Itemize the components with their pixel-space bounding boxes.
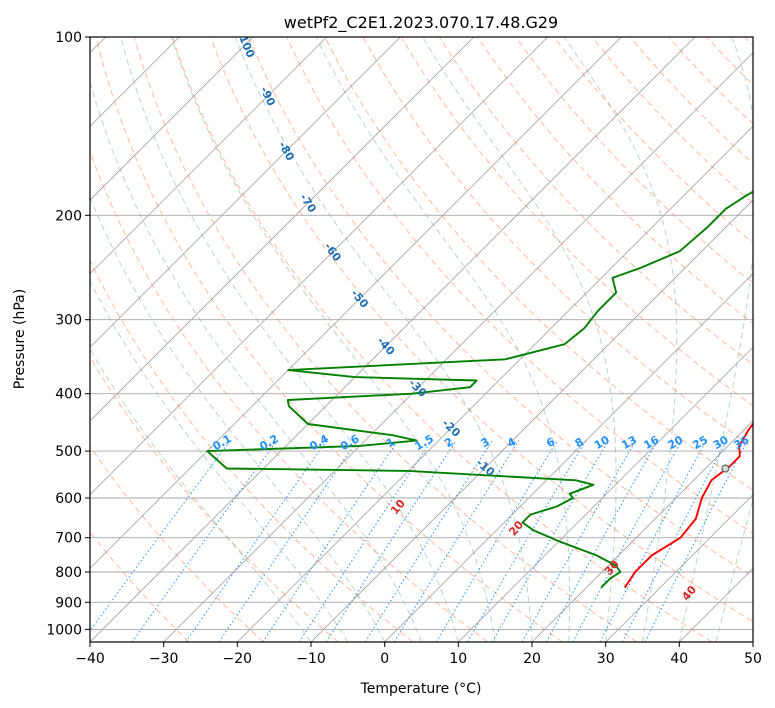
temperature-profile — [623, 422, 753, 589]
y-tick-label: 100 — [55, 30, 82, 46]
dry-adiabat-line — [438, 37, 753, 366]
mixing-ratio-line — [491, 440, 609, 642]
isotherms — [90, 37, 753, 642]
dry-adiabat-line — [90, 445, 264, 642]
dry-adiabats — [90, 37, 753, 642]
isotherm-line — [237, 125, 753, 642]
x-tick-label: 0 — [380, 651, 389, 667]
moist-adiabat-line — [90, 196, 386, 642]
mixing-ratio-line — [364, 440, 493, 642]
y-tick-label: 700 — [55, 531, 82, 547]
x-axis: −40 −30 −20 −10 0 10 20 30 40 50 — [75, 642, 762, 667]
moist-adiabat-line — [90, 348, 312, 642]
mixing-ratio-line — [90, 440, 231, 632]
dry-adiabat-line — [324, 37, 753, 491]
x-tick-label: −20 — [223, 651, 253, 667]
moist-adiabat-line — [120, 37, 459, 642]
y-tick-label: 500 — [55, 444, 82, 460]
dry-adiabat-line — [362, 37, 753, 449]
x-tick-label: 40 — [670, 651, 688, 667]
x-tick-label: 30 — [597, 651, 615, 667]
y-axis: 1000 900 800 700 600 500 400 300 200 100 — [46, 30, 90, 638]
dry-adiabat-line — [553, 37, 753, 244]
mixing-ratio-line — [131, 440, 278, 642]
isotherm-line — [605, 494, 753, 642]
y-tick-label: 400 — [55, 387, 82, 403]
dry-adiabat-line — [90, 259, 414, 642]
mixing-ratio-line — [545, 440, 659, 642]
moist-adiabat-line — [171, 37, 496, 642]
mixing-ratio-line — [467, 440, 587, 642]
dry-adiabat-line — [133, 37, 638, 642]
moist-adiabat-line — [678, 37, 753, 642]
mixing-ratio-line — [572, 440, 683, 642]
x-axis-title: Temperature (°C) — [360, 681, 482, 697]
isotherm-line — [310, 199, 753, 642]
isotherm-line — [384, 273, 753, 642]
x-tick-label: −40 — [75, 651, 105, 667]
mixing-ratio-line — [262, 440, 399, 642]
x-tick-label: −10 — [296, 651, 326, 667]
moist-adiabat-line — [563, 37, 678, 642]
x-tick-label: 20 — [523, 651, 541, 667]
moist-adiabat-line — [315, 37, 570, 642]
moist-adiabat-line — [90, 79, 422, 642]
lcl-marker — [721, 464, 730, 473]
isotherm-line — [531, 420, 753, 642]
dry-adiabat-line — [95, 37, 563, 642]
isotherm-line — [90, 37, 475, 422]
x-tick-label: 10 — [449, 651, 467, 667]
chart-title: wetPf2_C2E1.2023.070.17.48.G29 — [284, 13, 558, 33]
plot-area: -100-90-80-70-60-50-40-30-20-10102030400… — [90, 37, 753, 642]
mixing-ratio-line — [325, 440, 457, 642]
x-tick-label: −30 — [149, 651, 179, 667]
moist-adiabat-line — [90, 280, 349, 642]
x-tick-label: 50 — [744, 651, 762, 667]
isobars — [90, 37, 753, 630]
y-tick-label: 1000 — [46, 622, 82, 638]
isotherm-line — [90, 37, 401, 348]
dewpoint-profile — [206, 190, 753, 589]
isotherm-line — [90, 37, 254, 201]
isotherm-line — [163, 52, 753, 642]
mixing-ratio-line — [298, 440, 432, 642]
isotherm-line — [90, 37, 327, 275]
isotherm-line — [90, 37, 622, 569]
dry-adiabat-line — [248, 37, 753, 578]
y-tick-label: 800 — [55, 565, 82, 581]
mixing-ratio-line — [185, 440, 328, 642]
mixing-ratio-line — [521, 440, 637, 642]
profiles — [206, 190, 753, 589]
dry-adiabat-line — [400, 37, 753, 407]
isotherm-line — [90, 37, 696, 642]
dry-adiabat-line — [629, 37, 753, 165]
y-tick-label: 300 — [55, 313, 82, 329]
y-tick-label: 600 — [55, 491, 82, 507]
y-axis-title: Pressure (hPa) — [12, 289, 28, 389]
plot-frame — [89, 36, 754, 643]
isotherm-line — [90, 37, 548, 496]
mixing-ratio-line — [435, 440, 558, 642]
y-tick-label: 900 — [55, 595, 82, 611]
y-tick-label: 200 — [55, 208, 82, 224]
moist-adiabats — [90, 37, 753, 642]
mixing-ratio-line — [644, 440, 748, 642]
moist-adiabat-line — [715, 497, 753, 642]
dry-adiabat-line — [210, 37, 753, 623]
moist-adiabat-line — [422, 37, 617, 642]
